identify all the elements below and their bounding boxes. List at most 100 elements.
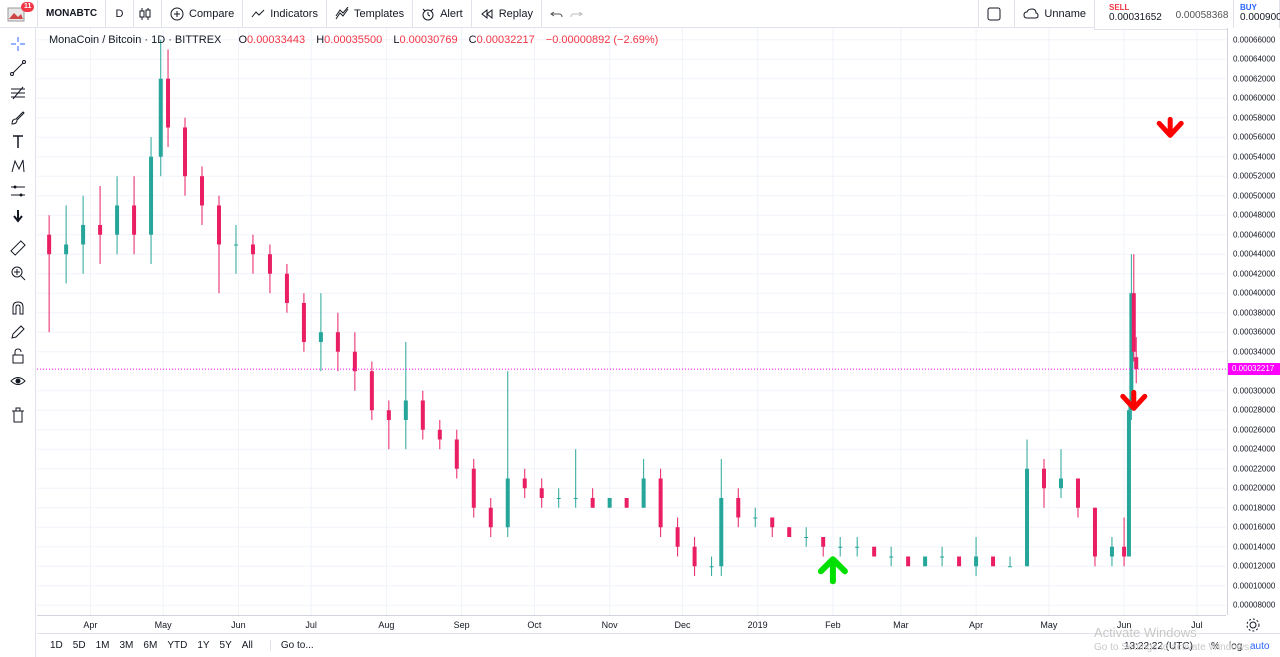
log-scale-button[interactable]: log bbox=[1229, 641, 1243, 652]
user-menu-button[interactable]: 11 bbox=[0, 0, 38, 28]
candle-body bbox=[539, 488, 544, 498]
replay-label: Replay bbox=[498, 7, 533, 20]
price-tick-label: 0.00058000 bbox=[1233, 113, 1276, 123]
goto-button[interactable]: Go to... bbox=[269, 640, 324, 651]
candle-body bbox=[556, 497, 561, 499]
price-tick-label: 0.00024000 bbox=[1233, 444, 1276, 454]
fib-tool[interactable] bbox=[8, 83, 28, 103]
chart-pane[interactable]: MonaCoin / Bitcoin · 1D · BITTREX O0.000… bbox=[37, 28, 1226, 615]
drawing-toolbar bbox=[0, 28, 36, 657]
gear-icon bbox=[1246, 618, 1260, 632]
candle-body bbox=[675, 527, 680, 547]
alert-button[interactable]: Alert bbox=[413, 0, 472, 28]
range-button-ytd[interactable]: YTD bbox=[167, 640, 188, 651]
candle-body bbox=[838, 546, 843, 548]
candle-body bbox=[607, 497, 612, 508]
magnet-tool[interactable] bbox=[8, 298, 28, 318]
candle-body bbox=[573, 497, 578, 499]
candle-body bbox=[709, 566, 714, 568]
pencil-lock-icon bbox=[11, 325, 25, 339]
candle-body bbox=[1122, 546, 1127, 557]
range-button-6m[interactable]: 6M bbox=[143, 640, 158, 651]
candle-body bbox=[64, 244, 69, 255]
zoom-tool[interactable] bbox=[8, 263, 28, 283]
lock-tool[interactable] bbox=[8, 346, 28, 366]
buy-button[interactable]: BUY 0.000900 bbox=[1233, 0, 1280, 29]
candle-body bbox=[906, 556, 911, 567]
price-tick-label: 0.00026000 bbox=[1233, 425, 1276, 435]
replay-button[interactable]: Replay bbox=[472, 0, 542, 28]
symbol-search-button[interactable]: MONABTC bbox=[38, 0, 106, 28]
range-button-1m[interactable]: 1M bbox=[95, 640, 110, 651]
candle-body bbox=[98, 224, 103, 235]
legend-symbol[interactable]: MonaCoin / Bitcoin · 1D · BITTREX bbox=[49, 34, 222, 46]
legend-low-key: L bbox=[393, 34, 400, 46]
candlestick-chart[interactable] bbox=[37, 28, 1226, 615]
pattern-tool[interactable] bbox=[8, 156, 28, 176]
redo-icon[interactable] bbox=[569, 7, 583, 21]
indicators-button[interactable]: Indicators bbox=[243, 0, 327, 28]
legend-open-key: O bbox=[238, 34, 248, 46]
time-axis[interactable]: Apr May Jun Jul Aug Sep Oct Nov Dec 2019 Feb Mar Apr… bbox=[37, 615, 1226, 633]
sell-label: SELL bbox=[1109, 3, 1130, 12]
time-tick-label: Jun bbox=[231, 620, 246, 630]
candle-body bbox=[692, 546, 697, 567]
range-button-all[interactable]: All bbox=[241, 640, 253, 651]
chart-settings-button[interactable] bbox=[1245, 617, 1261, 633]
price-tick-label: 0.00012000 bbox=[1233, 561, 1276, 571]
candle-body bbox=[47, 234, 52, 255]
candle-body bbox=[753, 517, 758, 519]
candle-body bbox=[301, 302, 306, 342]
time-tick-label: 2019 bbox=[747, 620, 768, 630]
candle-body bbox=[1075, 478, 1080, 508]
measure-tool[interactable] bbox=[8, 238, 28, 258]
candle-body bbox=[318, 332, 323, 342]
auto-scale-button[interactable]: auto bbox=[1250, 641, 1270, 652]
save-layout-button[interactable]: Unname bbox=[1014, 0, 1094, 28]
arrow-down-marker bbox=[1120, 389, 1148, 411]
price-tick-label: 0.00018000 bbox=[1233, 503, 1276, 513]
trend-line-tool[interactable] bbox=[8, 58, 28, 78]
candle-body bbox=[284, 273, 289, 303]
candle-body bbox=[736, 497, 741, 518]
range-button-5d[interactable]: 5D bbox=[72, 640, 86, 651]
candle-body bbox=[81, 224, 86, 245]
crosshair-tool[interactable] bbox=[8, 34, 28, 54]
percent-scale-button[interactable]: % bbox=[1211, 641, 1220, 652]
range-button-3m[interactable]: 3M bbox=[119, 640, 134, 651]
range-button-5y[interactable]: 5Y bbox=[219, 640, 232, 651]
remove-drawings-tool[interactable] bbox=[8, 405, 28, 425]
time-tick-label: Feb bbox=[825, 620, 841, 630]
candle-body bbox=[974, 556, 979, 567]
brush-tool[interactable] bbox=[8, 108, 28, 128]
compare-button[interactable]: Compare bbox=[162, 0, 244, 28]
clock[interactable]: 13:22:22 (UTC) bbox=[1124, 641, 1193, 652]
arrow-tool[interactable] bbox=[8, 206, 28, 226]
range-button-1d[interactable]: 1D bbox=[50, 640, 63, 651]
candle-body bbox=[1092, 507, 1097, 557]
arrow-down-icon bbox=[13, 210, 23, 223]
zoom-in-icon bbox=[11, 266, 26, 281]
interval-button[interactable]: D bbox=[106, 0, 134, 28]
price-tick-label: 0.00062000 bbox=[1233, 74, 1276, 84]
visibility-tool[interactable] bbox=[8, 371, 28, 391]
time-tick-label: Dec bbox=[674, 620, 691, 630]
stay-drawing-tool[interactable] bbox=[8, 322, 28, 342]
text-tool[interactable] bbox=[8, 132, 28, 152]
price-axis[interactable]: 0.00032217 0.00066000 0.00064000 0.0006200… bbox=[1227, 28, 1280, 615]
sell-button[interactable]: SELL 0.00031652 bbox=[1095, 0, 1171, 29]
price-tick-label: 0.00036000 bbox=[1233, 327, 1276, 337]
range-button-1y[interactable]: 1Y bbox=[197, 640, 210, 651]
price-tick-label: 0.00064000 bbox=[1233, 54, 1276, 64]
candle-body bbox=[940, 556, 945, 558]
fullscreen-button[interactable] bbox=[978, 0, 1014, 28]
undo-icon[interactable] bbox=[550, 7, 564, 21]
chart-type-button[interactable] bbox=[134, 0, 162, 28]
prediction-tool[interactable] bbox=[8, 181, 28, 201]
templates-button[interactable]: Templates bbox=[327, 0, 414, 28]
candle-body bbox=[166, 78, 171, 128]
candle-body bbox=[590, 497, 595, 508]
candle-body bbox=[787, 527, 792, 537]
ruler-icon bbox=[10, 240, 26, 256]
avatar-icon bbox=[7, 7, 25, 21]
